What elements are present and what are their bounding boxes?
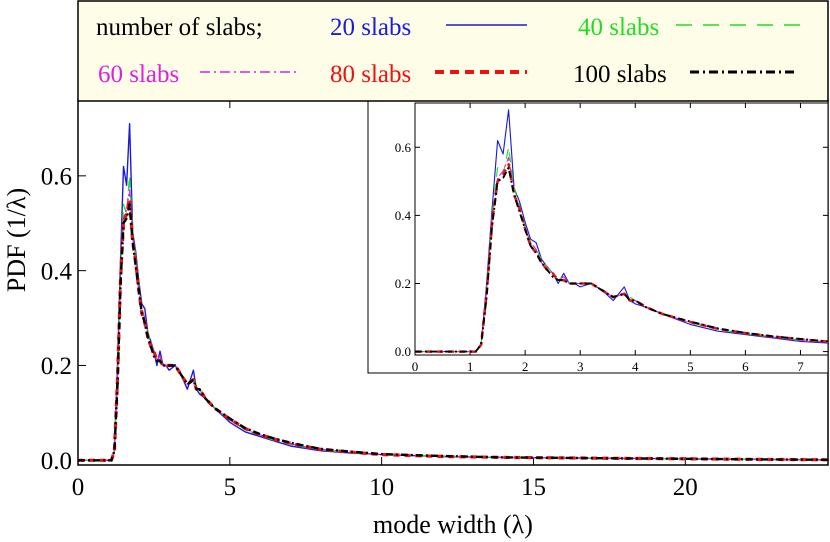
- main-x-tick-label: 5: [224, 474, 237, 501]
- inset-x-tick-label: 6: [742, 359, 749, 374]
- main-y-tick-label: 0.2: [41, 353, 72, 380]
- inset-x-tick-label: 3: [577, 359, 584, 374]
- legend-label-60-slabs: 60 slabs: [98, 61, 179, 88]
- main-y-tick-label: 0.4: [41, 258, 73, 285]
- legend-label-80-slabs: 80 slabs: [330, 61, 411, 88]
- main-series: [78, 122, 828, 462]
- inset-x-tick-label: 2: [522, 359, 529, 374]
- inset-x-tick-label: 4: [632, 359, 639, 374]
- inset-ticks: 0 1 2 3 4 5 6 7 0.0 0.2 0.4 0.6: [395, 103, 828, 374]
- x-axis-label: mode width (λ): [373, 510, 533, 539]
- inset-series-80-slabs: [415, 163, 828, 353]
- inset-series: [415, 109, 828, 353]
- inset-plot-frame: [414, 102, 829, 356]
- inset-y-tick-label: 0.2: [395, 276, 411, 291]
- main-x-tick-label: 0: [72, 474, 85, 501]
- main-ticks: 0 5 10 15 200.00.20.40.6: [41, 100, 828, 501]
- main-y-tick-label: 0.0: [41, 448, 72, 475]
- inset-x-tick-label: 5: [687, 359, 694, 374]
- main-x-tick-label: 10: [369, 474, 394, 501]
- inset-x-tick-label: 7: [797, 359, 804, 374]
- legend-box: [77, 0, 829, 102]
- main-series-lines: [78, 122, 828, 462]
- inset-x-tick-label: 1: [467, 359, 474, 374]
- inset-x-tick-label: 0: [412, 359, 419, 374]
- inset-series-100-slabs: [415, 166, 828, 353]
- main-y-tick-label: 0.6: [41, 164, 72, 191]
- legend-heading: number of slabs;: [96, 14, 263, 41]
- main-x-tick-label: 15: [521, 474, 546, 501]
- legend-label-20-slabs: 20 slabs: [330, 14, 411, 41]
- legend-label-40-slabs: 40 slabs: [578, 14, 659, 41]
- inset-y-tick-label: 0.0: [395, 344, 411, 359]
- legend: number of slabs; 20 slabs 40 slabs 60 sl…: [77, 0, 829, 102]
- inset-background: [367, 100, 829, 374]
- inset-series-lines: [415, 109, 828, 353]
- legend-label-100-slabs: 100 slabs: [573, 61, 667, 88]
- inset-y-tick-label: 0.6: [395, 140, 412, 155]
- y-axis-label: PDF (1/λ): [2, 188, 31, 292]
- main-series-100-slabs: [78, 203, 828, 462]
- inset-y-tick-label: 0.4: [395, 208, 412, 223]
- main-x-tick-label: 20: [673, 474, 698, 501]
